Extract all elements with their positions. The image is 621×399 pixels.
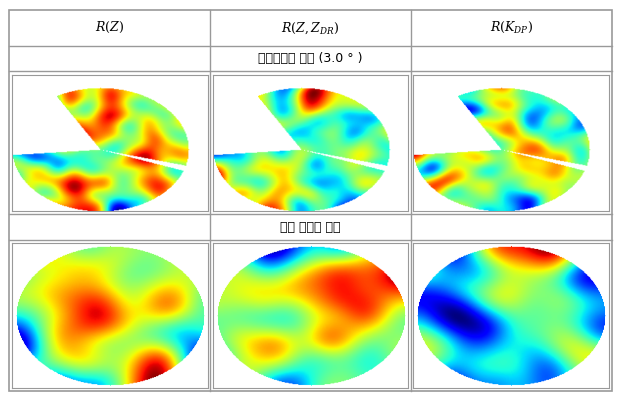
Text: $R(Z)$: $R(Z)$ bbox=[95, 20, 124, 36]
Text: 단일고도각 기법 (3.0 ° ): 단일고도각 기법 (3.0 ° ) bbox=[258, 52, 363, 65]
Text: $R(K_{DP})$: $R(K_{DP})$ bbox=[490, 20, 533, 36]
Text: 다중 고도각 기법: 다중 고도각 기법 bbox=[280, 221, 341, 234]
Text: $R(Z, Z_{DR})$: $R(Z, Z_{DR})$ bbox=[281, 20, 340, 36]
